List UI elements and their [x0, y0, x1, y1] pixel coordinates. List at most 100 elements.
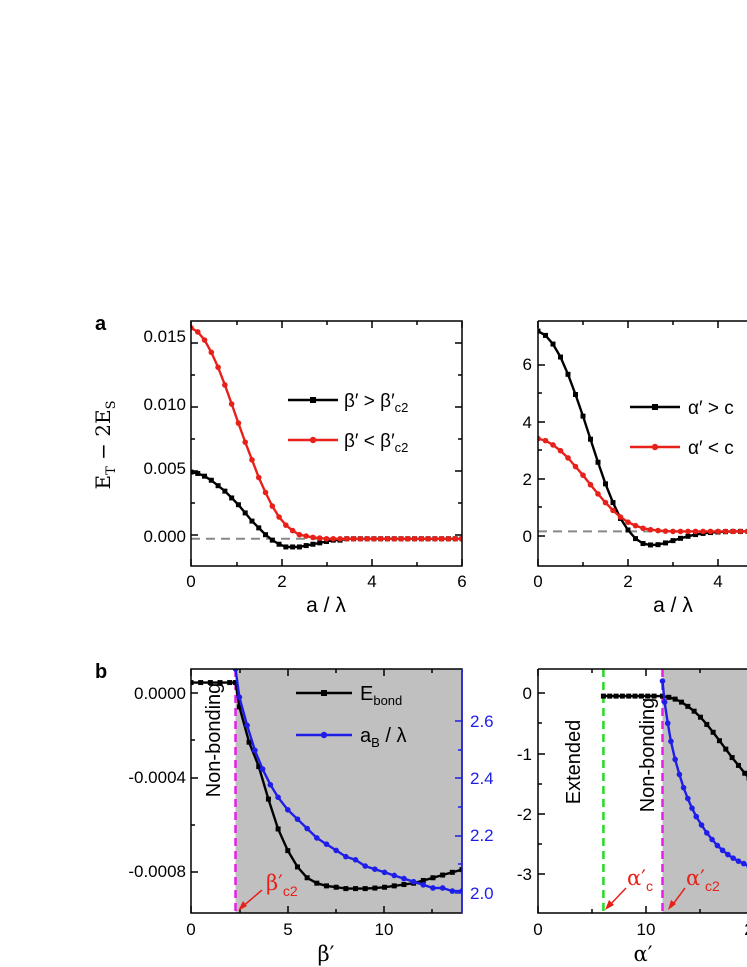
x-axis-label-a-left: a / λ: [306, 594, 346, 617]
legend-entry-blue: aB / λ: [360, 725, 406, 750]
data-point: [698, 822, 705, 828]
data-point: [215, 364, 221, 371]
y-tick-label: 6: [523, 355, 532, 374]
data-point: [207, 680, 213, 686]
data-point: [249, 457, 255, 463]
data-point: [353, 886, 359, 892]
data-point: [333, 884, 339, 890]
data-point: [670, 528, 676, 535]
series-line-1: [191, 326, 462, 540]
data-point: [588, 436, 593, 442]
data-point: [269, 503, 276, 509]
data-point: [719, 847, 726, 854]
y-tick-label: -2: [517, 805, 532, 824]
data-point: [730, 855, 736, 861]
data-point: [685, 533, 691, 539]
x-tick-label: 0: [186, 572, 195, 591]
axes-frame-a-left: [190, 320, 463, 567]
data-point: [236, 694, 243, 700]
data-point: [666, 694, 672, 700]
data-point: [676, 771, 683, 778]
data-point: [619, 693, 625, 699]
data-point: [381, 869, 388, 876]
data-point: [600, 693, 606, 699]
data-point: [352, 857, 359, 863]
data-point: [283, 522, 289, 528]
data-point: [693, 813, 700, 820]
data-point: [391, 872, 398, 879]
data-point: [704, 830, 710, 836]
data-point: [723, 746, 729, 752]
x-tick-label: 10: [637, 920, 656, 939]
data-point: [678, 535, 683, 541]
data-point: [304, 825, 310, 832]
data-point: [296, 544, 302, 550]
data-point: [445, 535, 452, 542]
data-point: [459, 867, 462, 873]
data-point: [252, 747, 258, 754]
data-point: [565, 455, 571, 461]
data-point: [704, 721, 710, 727]
data-point: [543, 332, 548, 338]
data-point: [236, 704, 242, 710]
data-point: [659, 678, 666, 684]
data-point: [735, 762, 741, 768]
y2-tick-label: 2.6: [470, 712, 494, 731]
data-point: [449, 888, 456, 894]
data-point: [294, 864, 300, 870]
data-point: [330, 535, 337, 542]
data-point: [235, 502, 241, 508]
data-point: [645, 693, 651, 699]
data-point: [425, 535, 431, 542]
legend-entry-red: β′ < β′c2: [344, 431, 408, 455]
data-point: [314, 880, 320, 886]
data-point: [449, 869, 455, 875]
data-point: [633, 536, 638, 542]
data-point: [269, 537, 275, 543]
data-point: [235, 420, 242, 426]
data-point: [678, 699, 684, 705]
y-tick-label: 0.015: [143, 327, 186, 346]
x-axis-label-b-right: α′: [634, 942, 653, 966]
data-point: [689, 805, 695, 811]
data-point: [242, 439, 248, 445]
x-tick-label: 4: [367, 572, 376, 591]
data-point: [323, 841, 330, 847]
x-tick-label: 5: [283, 920, 292, 939]
data-point: [276, 541, 282, 547]
data-point: [323, 535, 330, 542]
data-point: [202, 473, 208, 479]
data-point: [249, 518, 255, 524]
y-tick-label: -3: [517, 865, 532, 884]
data-point: [255, 474, 262, 481]
data-point: [275, 826, 281, 832]
legend-a-left: β′ > β′c2 β′ < β′c2: [288, 391, 408, 455]
annotation-alpha-c2: α′c2: [686, 866, 720, 894]
data-point: [685, 528, 691, 535]
data-point: [550, 442, 556, 448]
data-point: [662, 528, 669, 534]
data-point: [290, 544, 296, 550]
data-point: [670, 538, 676, 544]
data-point: [742, 770, 747, 776]
data-point: [410, 878, 417, 885]
data-point: [558, 354, 563, 360]
data-point: [303, 543, 309, 549]
data-point: [391, 535, 398, 542]
data-point: [655, 542, 661, 548]
panel-label-b: b: [95, 661, 107, 683]
data-point: [294, 816, 301, 822]
x-tick-label: 2: [277, 572, 286, 591]
y-tick-label: 0: [523, 527, 532, 546]
data-point: [647, 526, 654, 533]
data-point: [709, 836, 715, 843]
data-point: [610, 507, 616, 514]
data-point: [625, 527, 631, 533]
data-point: [655, 527, 661, 534]
data-point: [603, 481, 608, 487]
data-point: [217, 680, 223, 686]
data-point: [663, 540, 668, 546]
data-point: [201, 337, 208, 343]
annotation-arrowhead: [238, 901, 247, 911]
data-point: [625, 519, 631, 525]
